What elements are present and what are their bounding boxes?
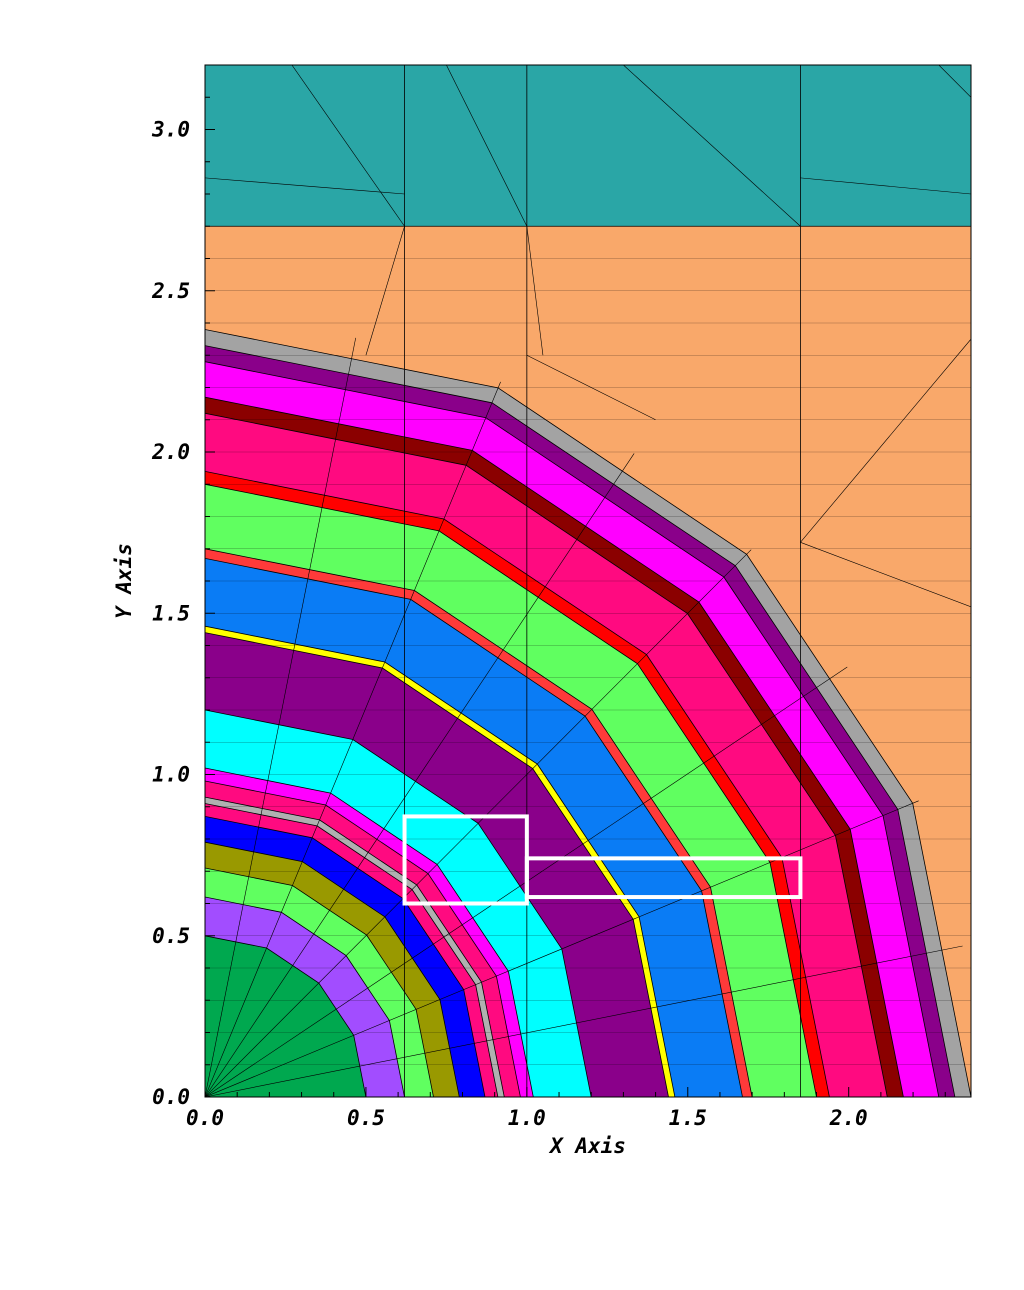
x-tick-label: 0.5 [347, 1106, 385, 1130]
background-band-0 [205, 65, 971, 227]
highlight-box-1 [524, 856, 803, 900]
mesh-spoke-5 [205, 453, 635, 1097]
mesh-diagonal-7 [800, 338, 971, 543]
x-tick-label: 0.0 [186, 1106, 224, 1130]
mesh-diagonal-4 [800, 177, 971, 195]
x-axis-label: X Axis [548, 1134, 626, 1158]
mesh-spoke-1 [205, 945, 963, 1097]
mesh-diagonal-10 [526, 226, 544, 356]
y-tick-label: 0.5 [152, 924, 190, 948]
y-tick-label: 3.0 [151, 118, 190, 142]
mesh-diagonal-3 [623, 65, 801, 227]
y-tick-label: 2.5 [151, 279, 190, 303]
mesh-spoke-6 [205, 381, 501, 1097]
highlight-boxes [402, 814, 803, 906]
x-tick-label: 1.0 [508, 1106, 546, 1130]
y-tick-label: 2.0 [151, 440, 190, 464]
x-tick-label: 1.5 [669, 1106, 707, 1130]
mesh-diagonal-1 [291, 65, 405, 227]
y-tick-label: 1.5 [152, 601, 190, 625]
mesh-spoke-2 [205, 800, 919, 1097]
mesh-diagonal-9 [365, 226, 405, 356]
mesh-grid [205, 65, 971, 1097]
mesh-diagonal-8 [800, 542, 971, 608]
y-axis-ticks: 0.0 0.5 1.0 1.5 2.0 2.5 3.0 [151, 64, 215, 1109]
mesh-diagonal-5 [938, 65, 971, 98]
mesh-diagonal-6 [526, 354, 656, 421]
x-tick-label: 2.0 [829, 1106, 868, 1130]
y-tick-label: 0.0 [152, 1085, 190, 1109]
mesh-diagonal-2 [446, 65, 528, 227]
y-axis-label: Y Axis [112, 543, 136, 619]
mesh-spoke-4 [205, 549, 752, 1097]
y-tick-label: 1.0 [152, 763, 190, 787]
mesh-diagonal-0 [205, 177, 405, 195]
x-axis-ticks: 0.0 0.5 1.0 1.5 2.0 [186, 1087, 946, 1130]
mesh-spoke-7 [205, 337, 356, 1097]
